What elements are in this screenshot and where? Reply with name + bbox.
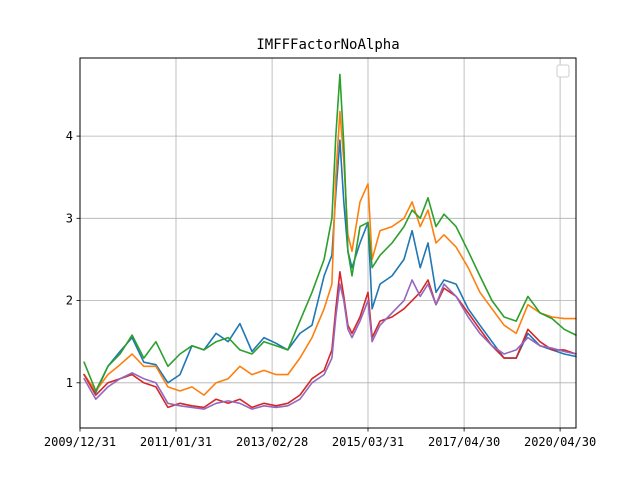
x-tick-label: 2009/12/31 (44, 435, 116, 449)
x-axis: 2009/12/31 2011/01/31 2013/02/28 2015/03/31… (44, 428, 596, 449)
chart-title: IMFFFactorNoAlpha (256, 37, 399, 53)
y-tick-label: 2 (66, 294, 73, 308)
series-line-4 (83, 270, 577, 409)
y-tick-label: 1 (66, 376, 73, 390)
series-group (83, 73, 577, 410)
series-line-3 (83, 73, 577, 392)
x-tick-label: 2020/04/30 (524, 435, 596, 449)
legend-box (556, 64, 570, 78)
x-tick-label: 2015/03/31 (332, 435, 404, 449)
plot-frame (79, 57, 577, 429)
series-line-5 (83, 279, 577, 410)
series-line-1 (83, 139, 577, 394)
x-tick-label: 2013/02/28 (236, 435, 308, 449)
y-tick-label: 3 (66, 211, 73, 225)
x-tick-label: 2017/04/30 (428, 435, 500, 449)
y-axis: 1 2 3 4 (66, 129, 80, 390)
x-tick-label: 2011/01/31 (140, 435, 212, 449)
y-tick-label: 4 (66, 129, 73, 143)
